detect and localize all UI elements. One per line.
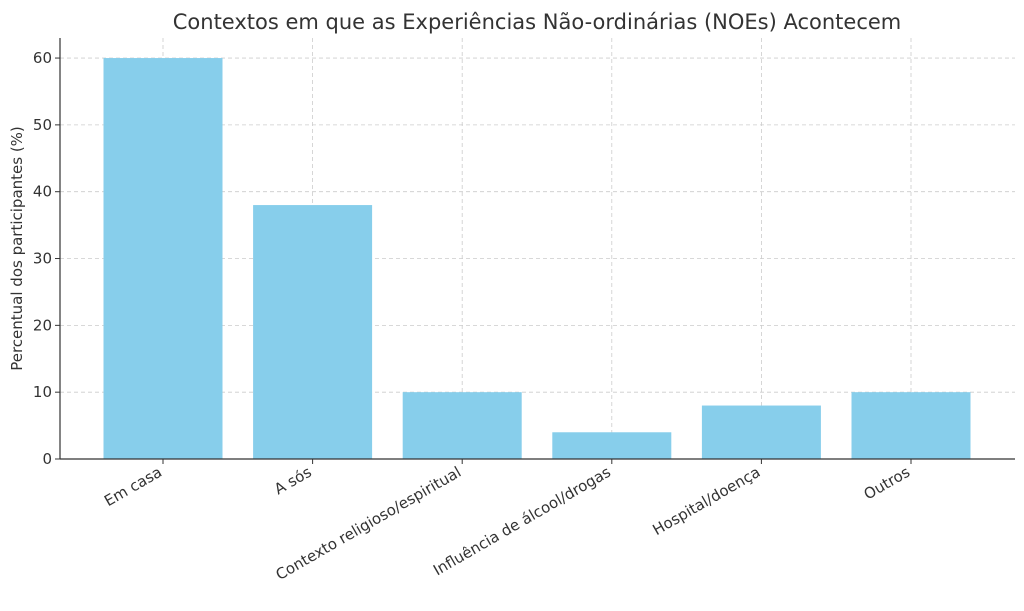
y-tick-label: 20 — [33, 316, 52, 334]
chart-title: Contextos em que as Experiências Não-ord… — [173, 10, 902, 34]
y-tick-label: 40 — [33, 183, 52, 201]
y-tick-label: 0 — [42, 450, 52, 468]
y-tick-label: 50 — [33, 116, 52, 134]
bar — [851, 392, 971, 459]
bar — [552, 432, 672, 459]
y-axis-label: Percentual dos participantes (%) — [8, 126, 26, 371]
y-tick-label: 60 — [33, 49, 52, 67]
y-tick-label: 30 — [33, 250, 52, 268]
bars — [103, 58, 971, 460]
y-ticks: 0 10 20 30 40 50 60 — [33, 49, 60, 468]
x-tick-label: Em casa — [101, 463, 165, 510]
axes — [59, 38, 1015, 460]
y-tick-label: 10 — [33, 383, 52, 401]
bar — [402, 392, 522, 459]
x-tick-label: A sós — [271, 463, 315, 499]
bar — [103, 58, 223, 460]
x-tick-label: Outros — [861, 463, 913, 504]
bar — [253, 205, 373, 459]
x-tick-label: Hospital/doença — [649, 463, 763, 539]
bar — [701, 405, 821, 459]
